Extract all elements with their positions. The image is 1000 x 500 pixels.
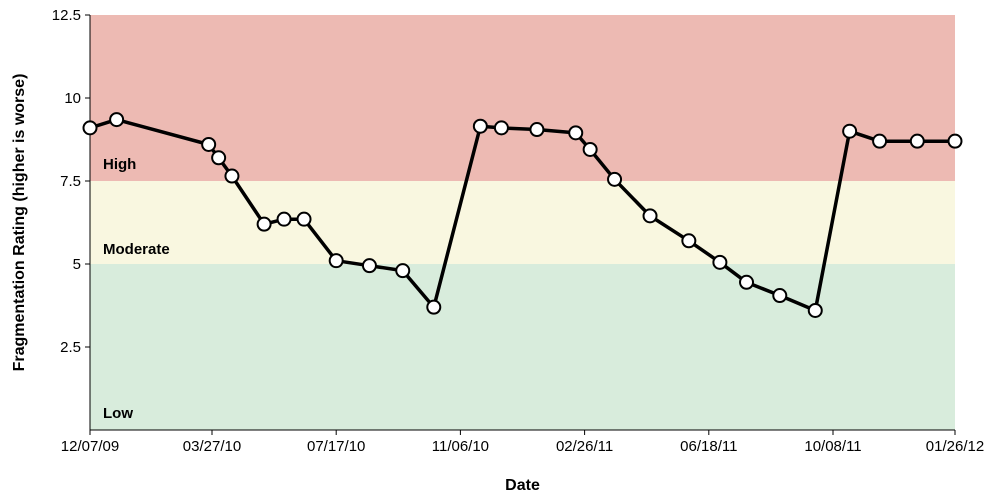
data-point — [909, 133, 925, 149]
data-point — [712, 254, 728, 270]
data-point — [82, 120, 98, 136]
data-point — [472, 118, 488, 134]
data-point — [211, 150, 227, 166]
x-tick-label: 12/07/09 — [61, 438, 119, 455]
data-point — [872, 133, 888, 149]
x-tick-label: 11/06/10 — [432, 438, 489, 455]
data-point — [276, 211, 292, 227]
band-low — [90, 264, 955, 430]
y-axis-ticks: 2.5 5 7.5 10 12.5 — [52, 7, 90, 356]
data-point — [201, 136, 217, 152]
data-point — [642, 208, 658, 224]
data-point — [256, 216, 272, 232]
band-labels: Low Moderate High — [103, 156, 170, 422]
data-point — [739, 274, 755, 290]
series-group — [82, 112, 963, 318]
data-point — [109, 112, 125, 128]
y-tick-label: 2.5 — [60, 339, 81, 356]
data-point — [395, 263, 411, 279]
axes — [89, 15, 955, 431]
x-tick-label: 07/17/10 — [307, 438, 365, 455]
x-tick-label: 03/27/10 — [183, 438, 241, 455]
x-axis-title: Date — [505, 477, 540, 494]
data-point — [529, 122, 545, 138]
data-point — [842, 123, 858, 139]
series-line — [89, 117, 955, 313]
y-tick-label: 5 — [73, 256, 81, 273]
band-label-moderate: Moderate — [103, 241, 170, 258]
data-point — [493, 120, 509, 136]
x-tick-label: 06/18/11 — [680, 438, 737, 455]
data-point — [426, 299, 442, 315]
data-point — [568, 125, 584, 141]
rating-bands — [90, 15, 955, 430]
band-label-high: High — [103, 156, 136, 173]
data-point — [224, 168, 240, 184]
x-axis-ticks: 12/07/09 03/27/10 07/17/10 11/06/10 02/26/11… — [61, 430, 984, 455]
data-point — [296, 211, 312, 227]
data-point — [361, 258, 377, 274]
band-high — [90, 15, 955, 181]
data-point — [681, 233, 697, 249]
data-point — [607, 171, 623, 187]
band-moderate — [90, 181, 955, 264]
data-point — [807, 302, 823, 318]
y-axis-title: Fragmentation Rating (higher is worse) — [11, 74, 28, 372]
x-tick-label: 01/26/12 — [926, 438, 984, 455]
data-point — [947, 133, 963, 149]
band-label-low: Low — [103, 405, 133, 422]
data-point — [328, 253, 344, 269]
x-tick-label: 02/26/11 — [556, 438, 613, 455]
y-tick-label: 12.5 — [52, 7, 81, 24]
y-tick-label: 7.5 — [60, 173, 81, 190]
data-point — [582, 141, 598, 157]
x-tick-label: 10/08/11 — [804, 438, 861, 455]
data-point — [772, 288, 788, 304]
y-tick-label: 10 — [64, 90, 81, 107]
